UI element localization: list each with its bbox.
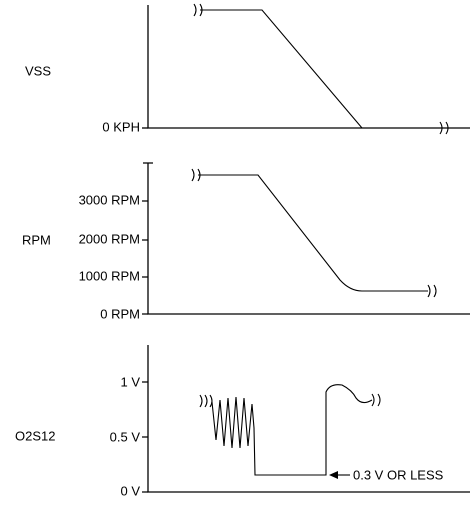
signal <box>211 384 373 476</box>
arrow-head <box>329 471 338 479</box>
rpm-panel: RPM 3000 RPM 2000 RPM 1000 RPM 0 RPM <box>22 162 470 321</box>
vss-panel: VSS 0 KPH <box>25 3 470 135</box>
break-mark <box>199 394 213 408</box>
ticks <box>142 381 148 493</box>
tick-label: 1000 RPM <box>79 268 140 283</box>
panel-label: VSS <box>25 63 51 78</box>
tick-label: 0.5 V <box>110 429 141 444</box>
annotation: 0.3 V OR LESS <box>353 467 444 482</box>
break-mark <box>427 284 437 298</box>
ticks <box>142 162 153 315</box>
tick-label: 0 RPM <box>100 306 140 321</box>
tick-label: 2000 RPM <box>79 231 140 246</box>
signal <box>200 9 363 129</box>
signal <box>198 174 428 292</box>
o2s-panel: O2S12 1 V 0.5 V 0 V 0.3 V OR LESS <box>15 345 470 498</box>
axes <box>147 5 470 129</box>
tick-label: 1 V <box>120 374 140 389</box>
break-mark <box>439 121 449 135</box>
tick-label: 0 KPH <box>102 119 140 134</box>
tick-label: 3000 RPM <box>79 192 140 207</box>
panel-label: O2S12 <box>15 428 55 443</box>
break-mark <box>371 393 381 407</box>
panel-label: RPM <box>22 232 51 247</box>
tick-label: 0 V <box>120 483 140 498</box>
